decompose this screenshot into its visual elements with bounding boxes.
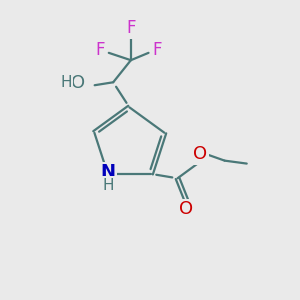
Text: F: F [152, 41, 161, 59]
Text: O: O [179, 200, 194, 218]
Text: F: F [126, 20, 136, 38]
Text: O: O [193, 146, 207, 164]
Text: N: N [100, 164, 115, 181]
Text: F: F [96, 41, 105, 59]
Text: H: H [102, 178, 113, 193]
Text: O: O [70, 74, 85, 92]
Text: H: H [61, 75, 72, 90]
